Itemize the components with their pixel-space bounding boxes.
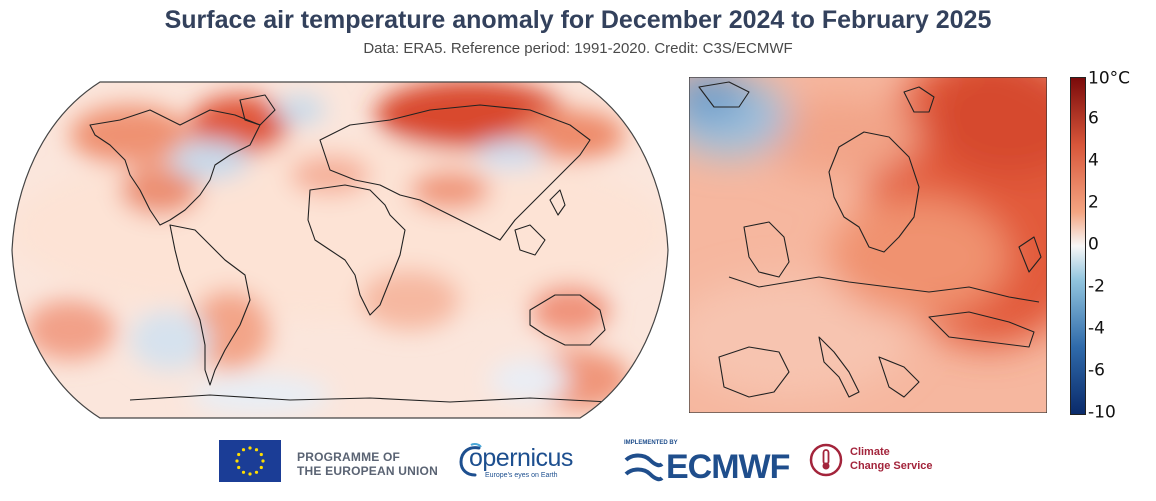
ecmwf-implemented-by: IMPLEMENTED BY [624,440,678,446]
eu-flag-logo [219,440,281,482]
ecmwf-swirl-icon [624,453,664,482]
colorbar-tick: -2 [1088,276,1105,297]
c3s-line-2: Change Service [850,460,933,472]
c3s-logo: Climate Change Service [808,442,958,486]
c3s-line-1: Climate [850,446,890,458]
colorbar-tick: 2 [1088,192,1099,213]
c3s-text: Climate Change Service [850,445,933,473]
eu-programme-text: PROGRAMME OF THE EUROPEAN UNION [297,450,438,478]
eu-stars-icon [235,446,265,476]
eu-line-2: THE EUROPEAN UNION [297,464,438,478]
copernicus-tagline: Europe's eyes on Earth [485,472,558,479]
colorbar-tick: 6 [1088,108,1099,129]
page-title: Surface air temperature anomaly for Dece… [164,6,992,34]
copernicus-logo: opernicus Europe's eyes on Earth [457,442,573,486]
colorbar-tick: -10 [1088,402,1116,423]
colorbar-tick: -4 [1088,318,1105,339]
page-subtitle: Data: ERA5. Reference period: 1991-2020.… [363,40,793,57]
c3s-thermometer-icon [809,443,843,477]
colorbar-gradient [1070,77,1086,415]
footer-logos: PROGRAMME OF THE EUROPEAN UNION opernicu… [0,430,1156,490]
europe-anomaly-map [689,77,1047,413]
ecmwf-wordmark: ECMWF [666,448,790,486]
colorbar-tick: 4 [1088,150,1099,171]
colorbar-tick-max: 10°C [1088,68,1131,89]
colorbar-tick: -6 [1088,360,1105,381]
ecmwf-logo: IMPLEMENTED BY ECMWF [622,438,790,486]
colorbar-tick: 0 [1088,234,1099,255]
copernicus-wordmark: opernicus [469,444,573,472]
world-anomaly-map [11,81,669,419]
eu-line-1: PROGRAMME OF [297,450,401,464]
copernicus-c-icon [459,442,482,477]
temperature-colorbar: 10°C 6 4 2 0 -2 -4 -6 -10 [1070,70,1156,421]
